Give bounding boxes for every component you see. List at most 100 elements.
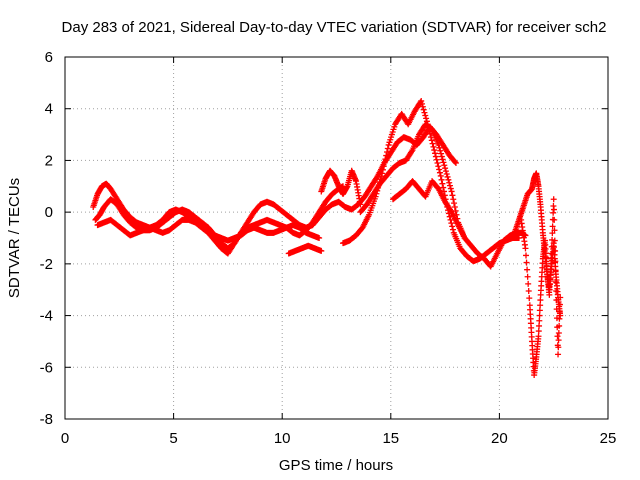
data-point: [419, 100, 426, 107]
data-point: [536, 322, 543, 329]
data-point: [452, 160, 459, 167]
data-point: [318, 247, 325, 254]
x-tick-label: 5: [169, 430, 177, 447]
data-point: [419, 103, 426, 110]
data-point: [550, 209, 557, 216]
data-point: [444, 173, 451, 180]
data-point: [461, 235, 468, 241]
plot-frame: [64, 56, 609, 420]
y-axis-label: SDTVAR / TECUs: [6, 178, 23, 298]
data-point: [547, 271, 554, 278]
data-point: [449, 192, 456, 199]
data-point: [547, 260, 554, 267]
data-point: [429, 140, 436, 147]
data-point: [408, 148, 415, 155]
data-point: [428, 137, 435, 144]
data-point: [548, 255, 555, 262]
data-point: [383, 152, 390, 159]
data-point: [552, 258, 559, 265]
data-points: [90, 97, 564, 379]
data-point: [552, 268, 559, 275]
data-point: [451, 200, 458, 207]
data-point: [550, 196, 557, 203]
data-point: [437, 147, 444, 154]
data-point: [537, 297, 544, 304]
y-tick-label: -4: [40, 308, 53, 325]
data-point: [555, 330, 562, 337]
x-tick-labels: 0 5 10 15 20 25: [61, 430, 617, 447]
x-axis-label: GPS time / hours: [279, 457, 393, 474]
data-point: [441, 162, 448, 169]
data-point: [525, 280, 532, 287]
data-point: [546, 281, 553, 288]
data-point: [547, 266, 554, 273]
data-point: [536, 307, 543, 314]
data-point: [442, 168, 449, 175]
data-point: [556, 308, 563, 315]
data-point: [433, 156, 440, 163]
data-point: [547, 276, 554, 283]
data-point: [381, 159, 388, 166]
data-point: [439, 156, 446, 163]
data-point: [379, 166, 386, 173]
data-point: [552, 278, 559, 285]
data-point: [535, 333, 542, 340]
data-point: [450, 196, 457, 203]
data-point: [535, 328, 542, 335]
data-point: [432, 150, 439, 157]
data-point: [522, 245, 529, 252]
data-point: [357, 201, 364, 208]
data-point: [555, 351, 562, 358]
data-point: [556, 315, 563, 322]
data-point: [551, 237, 558, 244]
data-point: [435, 141, 442, 148]
data-point: [436, 166, 443, 173]
data-point: [553, 288, 560, 295]
data-point: [550, 206, 557, 213]
y-tick-label: -2: [40, 256, 53, 273]
data-point: [557, 294, 564, 301]
data-point: [524, 266, 531, 273]
data-point: [421, 109, 428, 116]
data-point: [434, 160, 441, 167]
data-point: [551, 216, 558, 223]
data-point: [423, 115, 430, 122]
data-point: [524, 273, 531, 280]
data-point: [379, 170, 386, 177]
data-point: [437, 172, 444, 179]
data-point: [548, 243, 555, 250]
y-tick-labels: -8 -6 -4 -2 0 2 4 6: [40, 49, 53, 428]
data-point: [537, 302, 544, 309]
data-point: [448, 188, 455, 195]
data-point: [430, 143, 437, 150]
data-point: [382, 156, 389, 163]
data-point: [556, 301, 563, 308]
data-point: [432, 153, 439, 160]
data-point: [438, 150, 445, 157]
data-point: [523, 259, 530, 266]
data-point: [546, 286, 553, 293]
data-point: [525, 288, 532, 295]
data-point: [439, 180, 446, 187]
data-point: [449, 223, 456, 230]
data-point: [436, 169, 443, 176]
data-point: [549, 223, 556, 230]
data-point: [555, 344, 562, 351]
data-point: [448, 220, 455, 227]
data-point: [446, 179, 453, 186]
data-point: [418, 97, 425, 104]
data-point: [548, 250, 555, 257]
x-tick-label: 15: [382, 430, 399, 447]
data-point: [442, 165, 449, 172]
chart-title: Day 283 of 2021, Sidereal Day-to-day VTE…: [62, 19, 607, 36]
data-point: [553, 297, 560, 304]
data-point: [438, 153, 445, 160]
data-point: [422, 112, 429, 119]
data-point: [554, 333, 561, 340]
data-point: [447, 185, 454, 192]
data-point: [447, 216, 454, 223]
data-point: [438, 176, 445, 183]
data-point: [536, 317, 543, 324]
data-point: [384, 145, 391, 152]
y-tick-label: -8: [40, 411, 53, 428]
